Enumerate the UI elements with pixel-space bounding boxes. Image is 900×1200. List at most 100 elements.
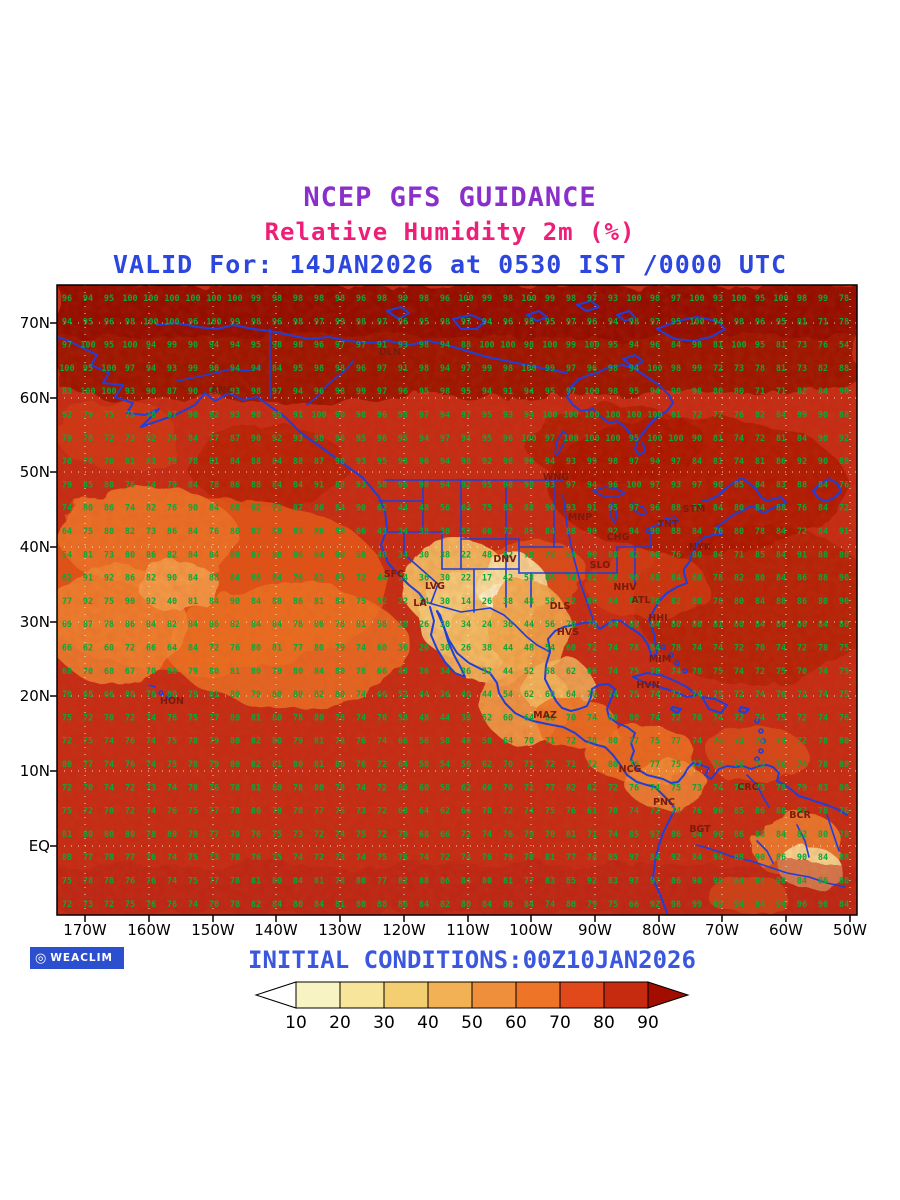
humidity-value: 73: [83, 900, 93, 910]
humidity-value: 84: [818, 504, 828, 514]
humidity-value: 70: [503, 760, 513, 770]
humidity-value: 79: [209, 760, 219, 770]
humidity-value: 78: [230, 853, 240, 863]
humidity-value: 94: [293, 387, 303, 397]
lat-axis-label: 40N: [19, 538, 50, 556]
humidity-value: 74: [104, 783, 114, 793]
humidity-value: 75: [167, 737, 177, 747]
station-label: TNT: [658, 519, 679, 530]
humidity-value: 98: [797, 294, 807, 304]
humidity-value: 100: [80, 341, 95, 351]
humidity-value: 79: [209, 737, 219, 747]
humidity-value: 80: [356, 900, 366, 910]
lat-axis-label: 30N: [19, 613, 50, 631]
humidity-value: 84: [524, 900, 534, 910]
humidity-value: 75: [272, 853, 282, 863]
humidity-value: 74: [650, 783, 660, 793]
humidity-value: 84: [209, 597, 219, 607]
humidity-value: 99: [713, 877, 723, 887]
colorbar-tick-label: 60: [505, 1013, 527, 1032]
humidity-value: 66: [377, 690, 387, 700]
humidity-value: 64: [461, 504, 471, 514]
humidity-value: 52: [377, 597, 387, 607]
humidity-value: 70: [524, 853, 534, 863]
humidity-value: 77: [62, 597, 72, 607]
humidity-value: 98: [608, 387, 618, 397]
humidity-value: 90: [713, 807, 723, 817]
humidity-value: 83: [545, 877, 555, 887]
humidity-value: 94: [419, 434, 429, 444]
humidity-value: 82: [671, 597, 681, 607]
humidity-value: 79: [188, 690, 198, 700]
humidity-value: 78: [293, 807, 303, 817]
humidity-value: 92: [272, 434, 282, 444]
humidity-value: 100: [542, 341, 557, 351]
humidity-value: 98: [125, 317, 135, 327]
humidity-value: 73: [692, 783, 702, 793]
humidity-value: 86: [104, 504, 114, 514]
humidity-value: 74: [650, 690, 660, 700]
humidity-value: 100: [227, 294, 242, 304]
field-subtitle: Relative Humidity 2m (%): [264, 218, 636, 246]
humidity-value: 66: [398, 737, 408, 747]
humidity-value: 74: [104, 760, 114, 770]
humidity-value: 97: [629, 457, 639, 467]
humidity-value: 98: [461, 457, 471, 467]
humidity-value: 72: [692, 411, 702, 421]
humidity-value: 70: [503, 783, 513, 793]
station-label: CHG: [607, 532, 630, 543]
humidity-value: 75: [356, 830, 366, 840]
humidity-value: 95: [356, 434, 366, 444]
humidity-value: 84: [545, 527, 555, 537]
humidity-value: 98: [335, 387, 345, 397]
humidity-value: 76: [713, 737, 723, 747]
humidity-value: 95: [629, 434, 639, 444]
humidity-value: 56: [419, 737, 429, 747]
humidity-value: 80: [692, 597, 702, 607]
humidity-value: 54: [545, 644, 555, 654]
humidity-value: 78: [671, 644, 681, 654]
humidity-value: 74: [692, 690, 702, 700]
humidity-value: 94: [482, 317, 492, 327]
humidity-value: 82: [167, 620, 177, 630]
humidity-value: 26: [482, 597, 492, 607]
humidity-value: 83: [62, 387, 72, 397]
humidity-value: 44: [503, 644, 513, 654]
humidity-value: 100: [122, 294, 137, 304]
humidity-value: 81: [524, 527, 534, 537]
humidity-value: 74: [713, 713, 723, 723]
humidity-value: 76: [146, 877, 156, 887]
humidity-value: 79: [188, 830, 198, 840]
humidity-value: 97: [629, 504, 639, 514]
humidity-value: 77: [692, 760, 702, 770]
humidity-value: 81: [713, 457, 723, 467]
humidity-value: 100: [731, 341, 746, 351]
humidity-value: 75: [62, 877, 72, 887]
humidity-value: 77: [566, 853, 576, 863]
weaclim-logo[interactable]: ◎ WEACLIM: [30, 947, 124, 969]
humidity-value: 75: [188, 853, 198, 863]
humidity-value: 98: [440, 387, 450, 397]
humidity-value: 100: [122, 341, 137, 351]
station-label: DLS: [550, 601, 571, 612]
humidity-value: 60: [566, 644, 576, 654]
humidity-value: 88: [839, 853, 849, 863]
logo-text: WEACLIM: [50, 952, 113, 964]
humidity-value: 93: [545, 480, 555, 490]
humidity-value: 84: [797, 877, 807, 887]
humidity-value: 79: [167, 480, 177, 490]
humidity-value: 17: [482, 574, 492, 584]
humidity-value: 97: [650, 830, 660, 840]
humidity-value: 52: [524, 667, 534, 677]
humidity-value: 80: [209, 620, 219, 630]
humidity-value: 78: [335, 737, 345, 747]
humidity-value: 75: [713, 690, 723, 700]
humidity-value: 38: [398, 620, 408, 630]
colorbar-segment: [339, 981, 385, 1009]
humidity-value: 84: [188, 434, 198, 444]
humidity-value: 84: [251, 597, 261, 607]
humidity-value: 30: [440, 620, 450, 630]
humidity-value: 84: [776, 830, 786, 840]
humidity-value: 58: [356, 550, 366, 560]
humidity-value: 91: [314, 480, 324, 490]
